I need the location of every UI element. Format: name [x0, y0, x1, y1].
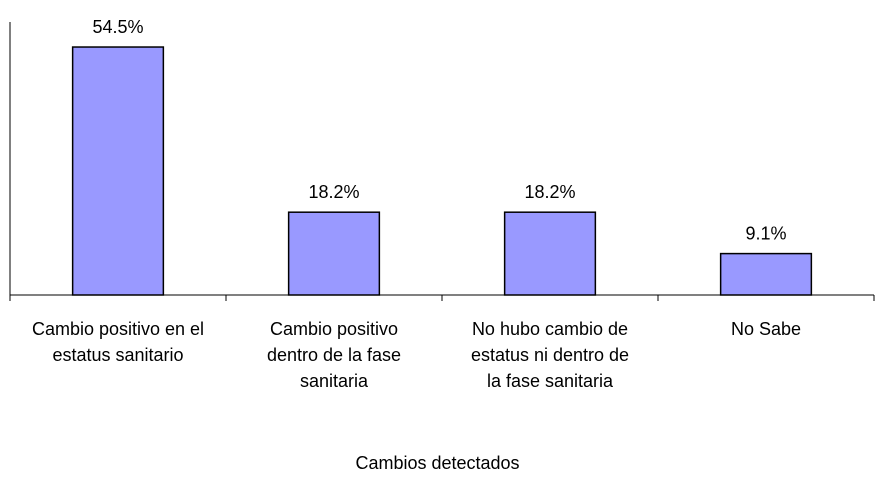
- bar: [71, 46, 165, 296]
- x-tick-label: Cambio positivo en el estatus sanitario: [31, 319, 205, 365]
- bar: [287, 211, 381, 296]
- value-label: 18.2%: [308, 182, 359, 202]
- x-tick-label: No hubo cambio de estatus ni dentro de l…: [470, 319, 630, 391]
- x-tick-label: Cambio positivo dentro de la fase sanita…: [266, 319, 402, 391]
- x-axis-label: Cambios detectados: [355, 453, 520, 473]
- value-label: 9.1%: [745, 224, 786, 244]
- value-label: 18.2%: [524, 182, 575, 202]
- value-label: 54.5%: [92, 17, 143, 37]
- bar: [503, 211, 597, 296]
- bar: [719, 252, 813, 296]
- x-tick-label: No Sabe: [730, 319, 802, 339]
